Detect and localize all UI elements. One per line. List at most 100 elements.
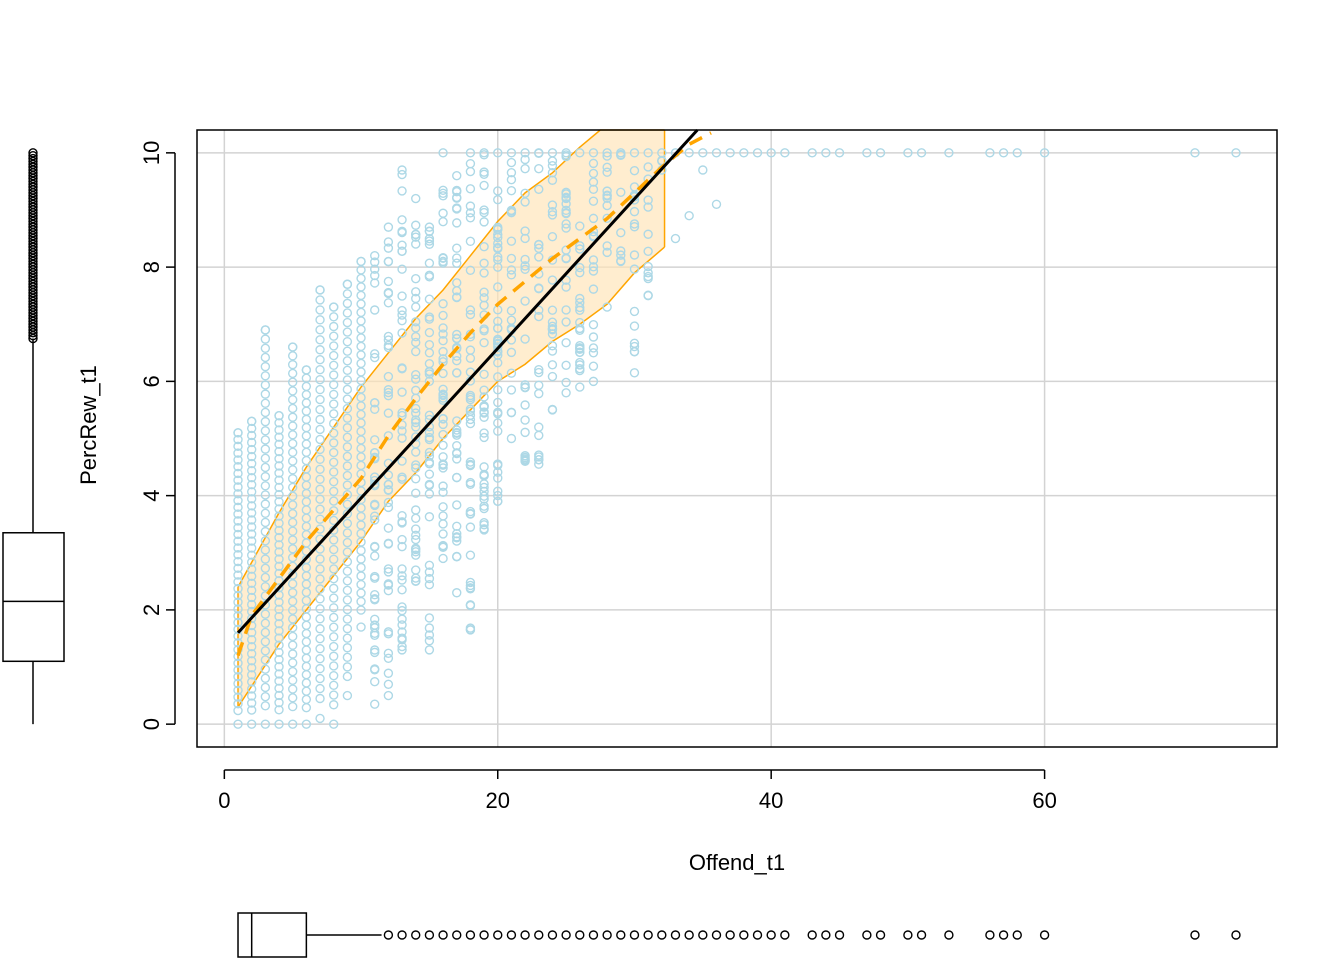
data-point [342, 480, 353, 490]
data-point [329, 409, 339, 419]
data-point [329, 573, 339, 584]
data-point [246, 641, 257, 652]
data-point [233, 516, 243, 526]
data-point [342, 375, 353, 385]
data-point [233, 604, 243, 614]
data-point [301, 365, 312, 375]
data-point [383, 276, 394, 287]
data-point [315, 404, 325, 415]
x-box-outlier [411, 930, 421, 940]
data-point [287, 614, 298, 624]
data-point [602, 241, 612, 251]
data-point [424, 630, 435, 640]
data-point [424, 432, 435, 443]
data-point [329, 680, 339, 691]
x-box-outlier [807, 930, 817, 940]
data-point [424, 367, 435, 377]
data-point [493, 467, 503, 477]
data-point [246, 543, 257, 553]
data-point [520, 148, 530, 158]
data-point [547, 231, 558, 242]
data-point [438, 413, 448, 424]
data-point [383, 408, 394, 418]
data-point [547, 360, 558, 370]
data-point [561, 187, 571, 198]
data-point [287, 403, 298, 414]
data-point [315, 315, 325, 325]
data-point [479, 491, 489, 501]
x-marginal-boxplot [237, 912, 1241, 958]
data-point [246, 677, 257, 687]
data-point [342, 595, 353, 605]
data-point [315, 693, 325, 704]
x-box-outlier [725, 930, 735, 940]
data-point [315, 295, 325, 305]
data-point [287, 517, 298, 528]
data-point [315, 554, 325, 564]
x-axis-title: Offend_t1 [689, 850, 785, 875]
data-point [643, 268, 653, 278]
data-point [233, 577, 243, 587]
data-point [629, 306, 640, 317]
data-point [246, 458, 257, 469]
data-point [411, 524, 421, 534]
data-point [534, 148, 544, 158]
data-point [233, 441, 243, 452]
data-point [493, 385, 503, 395]
data-point [260, 581, 271, 592]
data-point [329, 457, 339, 467]
data-point [452, 243, 462, 253]
data-point [287, 351, 298, 361]
data-point [246, 599, 257, 610]
data-point [424, 327, 435, 338]
data-point [438, 529, 448, 539]
data-point [397, 240, 407, 250]
data-point [520, 427, 530, 438]
data-point [329, 593, 339, 603]
data-point [452, 329, 462, 340]
data-point [616, 250, 626, 260]
data-point [602, 186, 612, 196]
data-point [397, 474, 407, 484]
data-point [575, 360, 585, 370]
data-point [260, 416, 271, 427]
data-point [287, 368, 298, 379]
data-point [438, 487, 448, 498]
data-point [342, 528, 353, 538]
data-point [506, 265, 517, 275]
data-point [588, 343, 599, 353]
data-point [411, 287, 421, 297]
data-point [411, 544, 421, 555]
data-point [287, 631, 298, 642]
data-point [411, 505, 421, 515]
data-point [329, 535, 339, 545]
data-point [383, 431, 394, 441]
data-point [438, 323, 448, 333]
data-point [342, 442, 353, 452]
data-point [274, 511, 284, 521]
data-point [575, 267, 585, 278]
data-point [588, 196, 599, 206]
data-point [233, 556, 243, 567]
x-box-outlier [752, 930, 763, 940]
data-point [274, 439, 284, 450]
data-point [411, 302, 421, 312]
data-point [370, 404, 380, 415]
data-point [397, 456, 407, 466]
data-point [246, 423, 257, 434]
data-point [233, 502, 243, 513]
data-point [233, 597, 243, 607]
data-point [233, 495, 243, 506]
data-point [342, 356, 353, 366]
x-tick-label: 0 [218, 788, 230, 813]
data-point [329, 632, 339, 642]
data-point [588, 320, 599, 330]
x-box-outlier [1231, 930, 1241, 940]
data-point [233, 678, 243, 689]
data-point [246, 691, 257, 701]
data-point [342, 489, 353, 500]
data-point [233, 522, 243, 533]
data-point [424, 294, 435, 304]
data-point [274, 719, 284, 729]
data-point [342, 690, 353, 701]
